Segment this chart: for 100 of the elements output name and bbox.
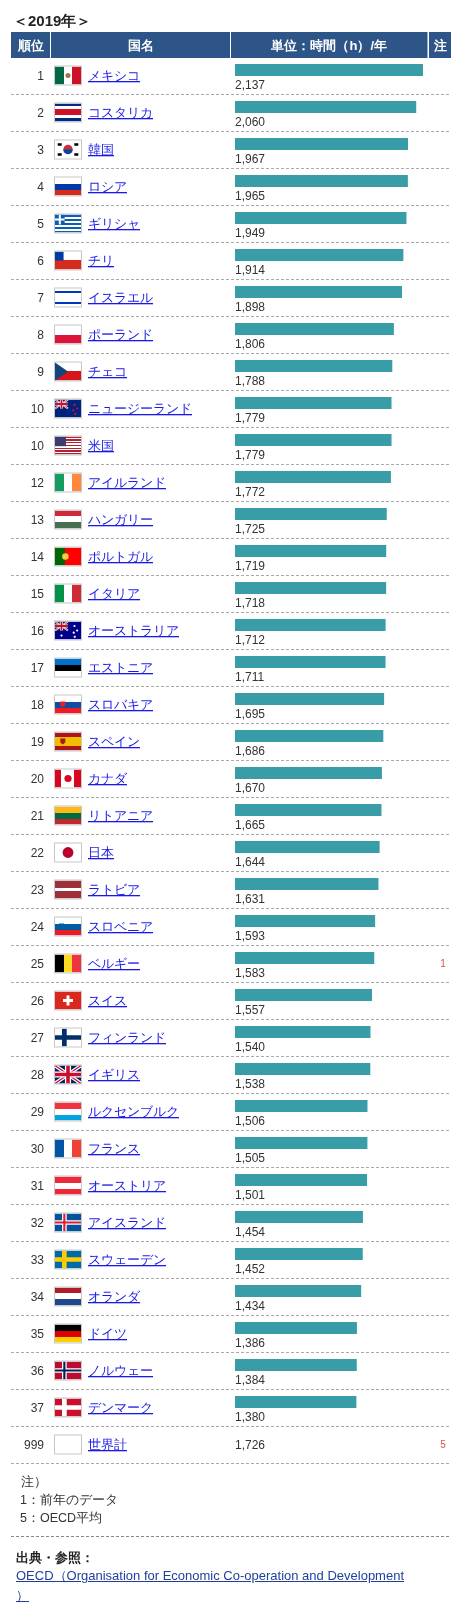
- text: 14: [30, 550, 45, 564]
- bar: [235, 360, 393, 372]
- text: 注: [432, 37, 447, 53]
- y-tick-label: スペイン: [88, 734, 140, 749]
- y-tick-label: イスラエル: [88, 290, 153, 305]
- text: 20: [30, 772, 45, 786]
- text: 33: [30, 1253, 45, 1267]
- text: 2: [37, 106, 45, 120]
- bar: [235, 1285, 362, 1297]
- data-label: 1,779: [235, 448, 266, 462]
- y-tick-label: イタリア: [88, 586, 140, 601]
- text: 6: [37, 254, 45, 268]
- y-tick-label: スロベニア: [88, 919, 153, 934]
- bar: [235, 64, 423, 76]
- y-tick-label: エストニア: [88, 660, 153, 675]
- y-tick-label: スイス: [88, 993, 127, 1008]
- y-tick-label: チェコ: [88, 364, 127, 379]
- text: 10: [30, 402, 45, 416]
- bar: [235, 397, 392, 409]
- text: 32: [30, 1216, 45, 1230]
- text: 34: [30, 1290, 45, 1304]
- text: 37: [30, 1401, 45, 1415]
- text: 10: [30, 439, 45, 453]
- data-label: 2,060: [235, 115, 266, 129]
- text: 1：前年のデータ: [20, 1493, 118, 1507]
- y2-tick-label: 1: [440, 958, 447, 969]
- data-label: 1,557: [235, 1003, 266, 1017]
- y-tick-label: コスタリカ: [88, 105, 153, 120]
- text: 5：OECD平均: [20, 1511, 103, 1525]
- bar: [235, 434, 392, 446]
- text: 29: [30, 1105, 45, 1119]
- y-tick-label: チリ: [88, 253, 114, 268]
- bar: [235, 656, 386, 668]
- y-tick-label: フランス: [88, 1141, 140, 1156]
- bar: [235, 323, 394, 335]
- y-tick-label: ルクセンブルク: [88, 1104, 179, 1119]
- text: 1,726: [235, 1438, 266, 1452]
- text: 21: [30, 809, 45, 823]
- bar: [235, 1396, 357, 1408]
- data-label: 1,806: [235, 337, 266, 351]
- y-tick-label: 米国: [88, 438, 114, 453]
- bar: [235, 545, 387, 557]
- text: 25: [30, 957, 45, 971]
- data-label: 1,506: [235, 1114, 266, 1128]
- bar: [235, 841, 380, 853]
- y-axis-title: 国名: [127, 37, 154, 53]
- bar: [235, 1248, 363, 1260]
- y-tick-label: ハンガリー: [87, 512, 153, 527]
- source-note: 出典・参照：: [16, 1549, 94, 1565]
- text: 23: [30, 883, 45, 897]
- data-label: 1,965: [235, 189, 266, 203]
- text: 注）: [21, 1475, 47, 1489]
- text: 3: [37, 143, 45, 157]
- text: 26: [30, 994, 45, 1008]
- y-tick-label: ノルウェー: [88, 1363, 153, 1378]
- y-tick-label: イギリス: [88, 1067, 140, 1082]
- y-tick-label: ドイツ: [88, 1326, 127, 1341]
- text: 4: [37, 180, 45, 194]
- bar: [235, 138, 409, 150]
- data-label: 1,540: [235, 1040, 266, 1054]
- data-label: 1,914: [235, 263, 266, 277]
- bar: [235, 1100, 368, 1112]
- data-label: 1,686: [235, 744, 266, 758]
- text: 30: [30, 1142, 45, 1156]
- bar: [235, 101, 417, 113]
- data-label: 1,593: [235, 929, 266, 943]
- bar: [235, 508, 387, 520]
- data-label: 1,719: [235, 559, 266, 573]
- bar: [235, 286, 402, 298]
- data-label: 1,386: [235, 1336, 266, 1350]
- y-tick-label: フィンランド: [88, 1030, 166, 1045]
- data-label: 1,452: [235, 1262, 266, 1276]
- data-label: 1,384: [235, 1373, 266, 1387]
- bar: [235, 1063, 371, 1075]
- bar: [235, 693, 385, 705]
- text: 9: [37, 365, 45, 379]
- y-tick-label: アイスランド: [88, 1215, 166, 1230]
- y-tick-label: 世界計: [88, 1437, 127, 1452]
- y-tick-label: ポーランド: [88, 327, 153, 342]
- y-tick-label: ポルトガル: [88, 549, 153, 564]
- data-label: 1,898: [235, 300, 266, 314]
- bar: [235, 1211, 363, 1223]
- data-label: 1,434: [235, 1299, 266, 1313]
- bar: [235, 952, 375, 964]
- data-label: 1,501: [235, 1188, 266, 1202]
- y-tick-label: ロシア: [88, 179, 127, 194]
- bar: [235, 249, 404, 261]
- y-tick-label: 韓国: [88, 142, 114, 157]
- text: 15: [30, 587, 45, 601]
- data-label: 2,137: [235, 78, 266, 92]
- text: 24: [30, 920, 45, 934]
- text: 31: [30, 1179, 45, 1193]
- bar: [235, 989, 372, 1001]
- y-tick-label: ラトビア: [88, 882, 140, 897]
- data-label: 1,695: [235, 707, 266, 721]
- bar: [235, 1026, 371, 1038]
- data-label: 1,583: [235, 966, 266, 980]
- data-label: 1,454: [235, 1225, 266, 1239]
- y-tick-label: スロバキア: [88, 697, 153, 712]
- text: 28: [30, 1068, 45, 1082]
